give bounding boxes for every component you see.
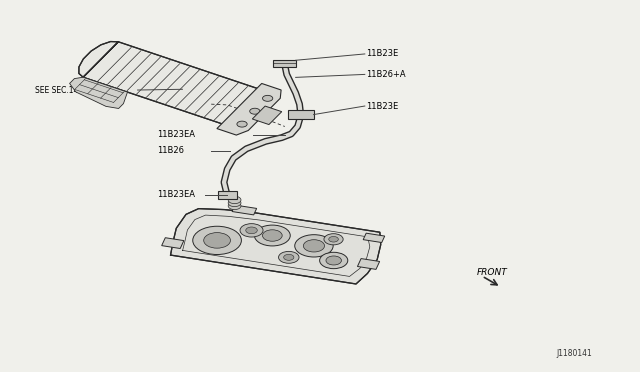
Circle shape: [262, 230, 282, 241]
Text: 11B23E: 11B23E: [366, 49, 398, 58]
Circle shape: [303, 240, 324, 252]
Circle shape: [324, 234, 343, 245]
Bar: [218, 191, 237, 199]
Circle shape: [228, 196, 241, 203]
Circle shape: [228, 199, 241, 206]
Text: 11B23E: 11B23E: [366, 102, 398, 110]
Text: J1180141: J1180141: [557, 349, 593, 358]
Text: 11B26+A: 11B26+A: [366, 70, 406, 79]
Circle shape: [228, 202, 241, 209]
Circle shape: [319, 252, 348, 269]
Circle shape: [329, 237, 339, 242]
Polygon shape: [252, 106, 282, 125]
Circle shape: [204, 232, 230, 248]
Circle shape: [326, 256, 342, 265]
Polygon shape: [70, 77, 127, 109]
Circle shape: [255, 225, 291, 246]
Circle shape: [237, 121, 247, 127]
Text: SEE SEC.140: SEE SEC.140: [35, 86, 83, 94]
Circle shape: [240, 224, 263, 237]
Polygon shape: [79, 42, 267, 126]
Bar: [288, 110, 314, 119]
Circle shape: [250, 108, 260, 114]
Polygon shape: [170, 209, 381, 284]
Polygon shape: [232, 205, 257, 215]
Circle shape: [278, 251, 299, 263]
Text: 11B23EA: 11B23EA: [157, 130, 195, 139]
Polygon shape: [217, 83, 281, 135]
Polygon shape: [358, 259, 380, 269]
Circle shape: [295, 235, 333, 257]
Polygon shape: [162, 238, 184, 248]
Circle shape: [246, 227, 257, 234]
Text: FRONT: FRONT: [477, 268, 508, 277]
Bar: [273, 60, 296, 67]
Text: 11B26: 11B26: [157, 146, 184, 155]
Text: 11B23EA: 11B23EA: [157, 190, 195, 199]
Circle shape: [262, 95, 273, 101]
Circle shape: [284, 254, 294, 260]
Polygon shape: [363, 233, 385, 243]
Circle shape: [193, 226, 241, 254]
